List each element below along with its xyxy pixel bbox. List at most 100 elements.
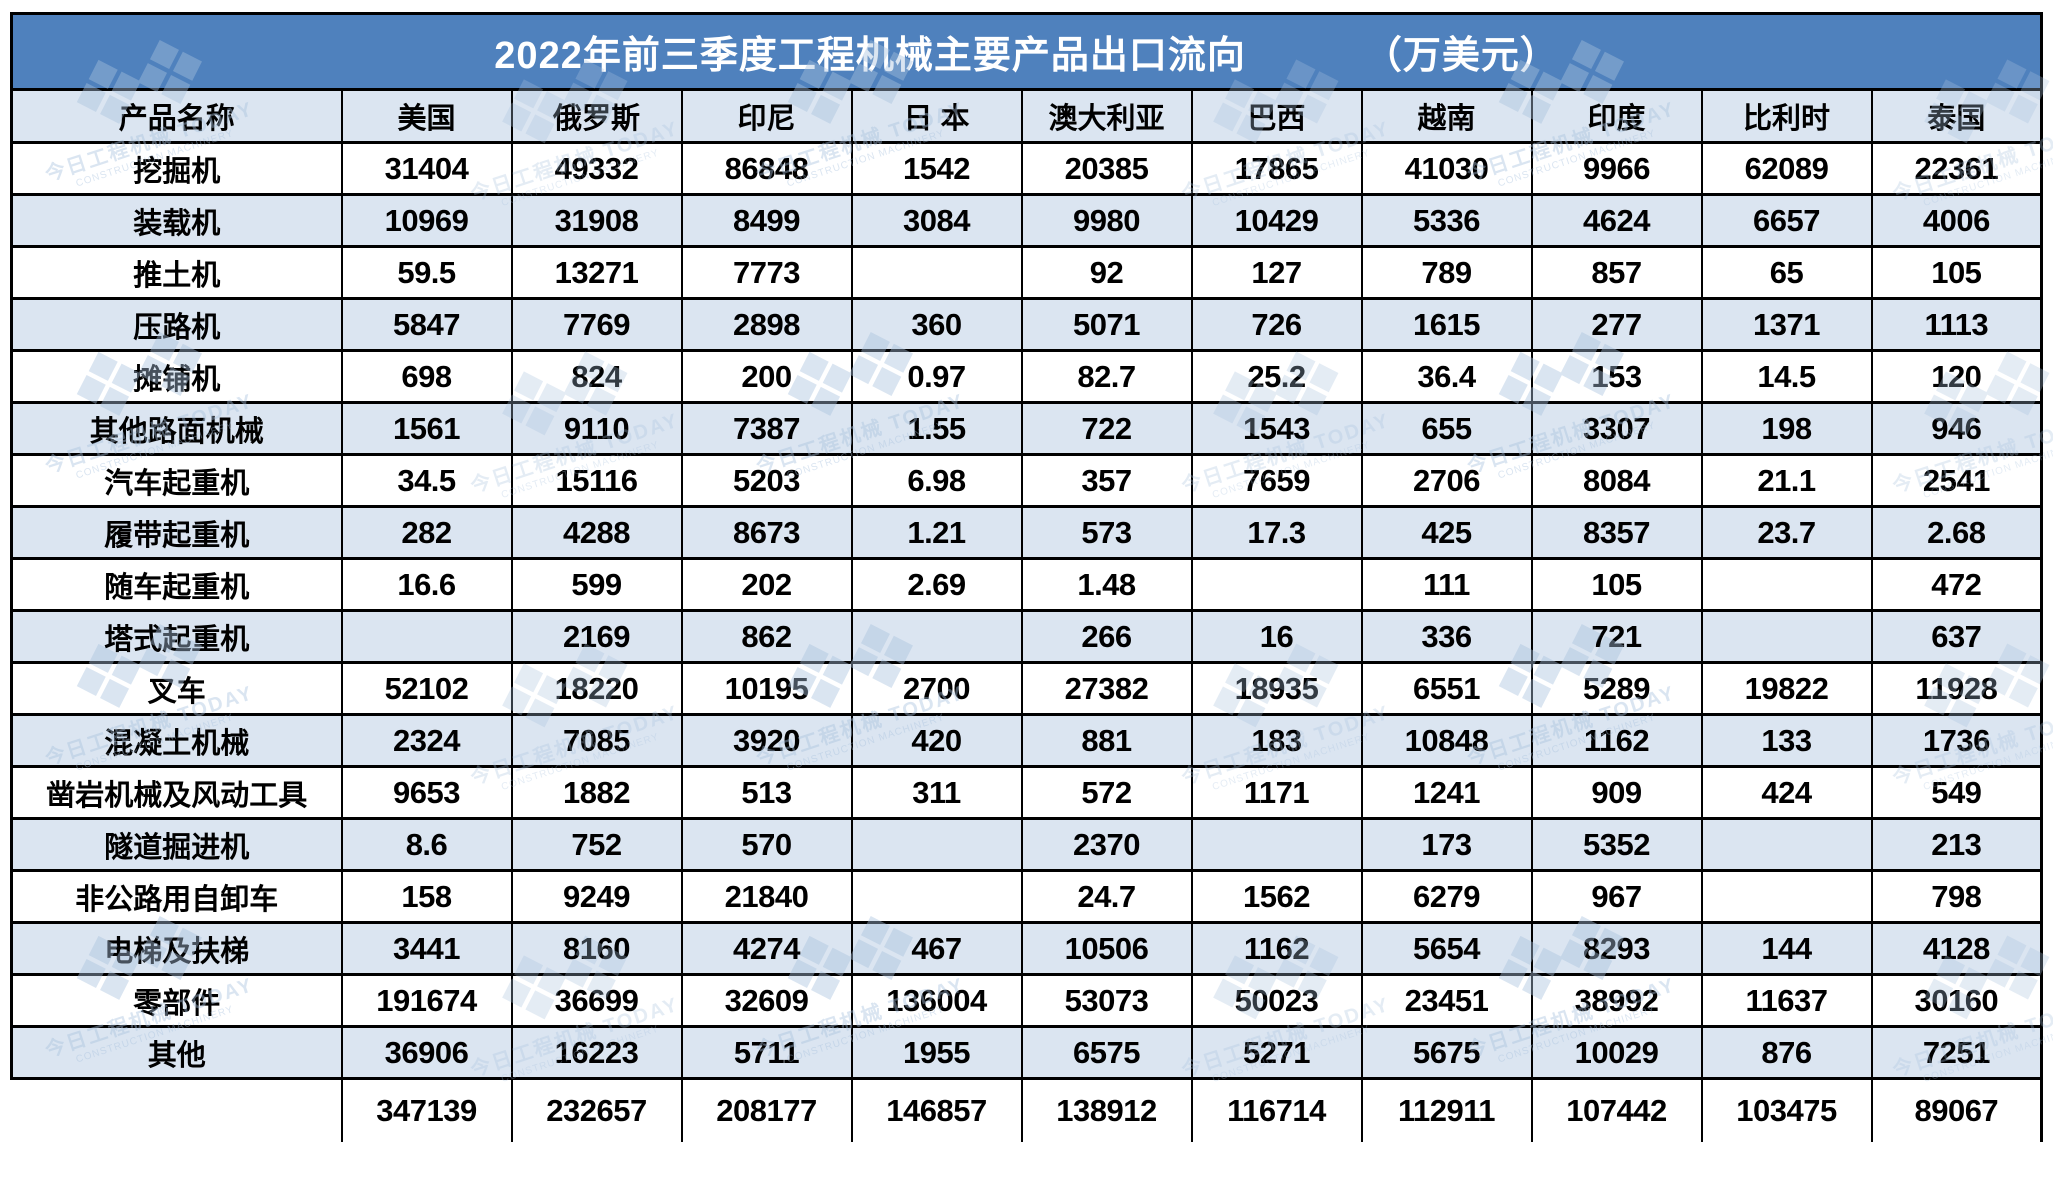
value-cell [1190, 817, 1362, 871]
value-cell: 232657 [510, 1077, 682, 1142]
value-cell: 1.48 [1020, 557, 1192, 611]
row-label: 非公路用自卸车 [10, 869, 342, 923]
value-cell: 16.6 [340, 557, 512, 611]
value-cell [850, 869, 1022, 923]
value-cell: 7773 [680, 245, 852, 299]
value-cell: 10506 [1020, 921, 1192, 975]
value-cell [1190, 557, 1362, 611]
value-cell: 3920 [680, 713, 852, 767]
value-cell: 5654 [1360, 921, 1532, 975]
row-label: 塔式起重机 [10, 609, 342, 663]
value-cell: 722 [1020, 401, 1192, 455]
value-cell: 103475 [1700, 1077, 1872, 1142]
value-cell [850, 817, 1022, 871]
value-cell: 862 [680, 609, 852, 663]
value-cell: 120 [1870, 349, 2044, 403]
value-cell: 200 [680, 349, 852, 403]
value-cell: 5675 [1360, 1025, 1532, 1079]
row-label: 凿岩机械及风动工具 [10, 765, 342, 819]
value-cell: 5847 [340, 297, 512, 351]
column-header: 俄罗斯 [510, 88, 682, 144]
value-cell: 1162 [1190, 921, 1362, 975]
value-cell: 8293 [1530, 921, 1702, 975]
table-row: 其他路面机械 1561 9110 7387 1.55 722 1543 655 3307 198 9… [10, 401, 2044, 455]
value-cell: 1.55 [850, 401, 1022, 455]
value-cell: 16223 [510, 1025, 682, 1079]
value-cell: 876 [1700, 1025, 1872, 1079]
value-cell: 41030 [1360, 141, 1532, 195]
value-cell [340, 609, 512, 663]
column-header: 越南 [1360, 88, 1532, 144]
value-cell: 107442 [1530, 1077, 1702, 1142]
value-cell: 424 [1700, 765, 1872, 819]
value-cell: 5711 [680, 1025, 852, 1079]
value-cell: 1241 [1360, 765, 1532, 819]
column-header-row: 产品名称 美国 俄罗斯 印尼日 本澳大利亚 巴西 越南 印度 比利时 泰国 [10, 88, 2044, 144]
value-cell: 7085 [510, 713, 682, 767]
value-cell: 570 [680, 817, 852, 871]
value-cell: 49332 [510, 141, 682, 195]
row-label [11, 1077, 342, 1142]
value-cell: 36699 [510, 973, 682, 1027]
value-cell: 183 [1190, 713, 1362, 767]
value-cell: 549 [1870, 765, 2044, 819]
value-cell: 62089 [1700, 141, 1872, 195]
value-cell: 17865 [1190, 141, 1362, 195]
column-header: 泰国 [1870, 88, 2044, 144]
value-cell: 4274 [680, 921, 852, 975]
value-cell: 1371 [1700, 297, 1872, 351]
value-cell: 8084 [1530, 453, 1702, 507]
value-cell: 721 [1530, 609, 1702, 663]
value-cell: 5203 [680, 453, 852, 507]
value-cell: 9966 [1530, 141, 1702, 195]
value-cell: 5336 [1360, 193, 1532, 247]
value-cell: 4128 [1870, 921, 2044, 975]
value-cell: 191674 [340, 973, 512, 1027]
value-cell: 2370 [1020, 817, 1192, 871]
value-cell: 9110 [510, 401, 682, 455]
value-cell: 4288 [510, 505, 682, 559]
value-cell: 1882 [510, 765, 682, 819]
value-cell: 53073 [1020, 973, 1192, 1027]
value-cell: 10429 [1190, 193, 1362, 247]
row-label: 其他路面机械 [10, 401, 342, 455]
value-cell: 127 [1190, 245, 1362, 299]
value-cell: 17.3 [1190, 505, 1362, 559]
row-label: 挖掘机 [10, 141, 342, 195]
value-cell [1700, 869, 1872, 923]
title-text: 2022年前三季度工程机械主要产品出口流向 [494, 35, 1246, 77]
value-cell: 655 [1360, 401, 1532, 455]
value-cell: 116714 [1190, 1077, 1362, 1142]
value-cell: 6551 [1360, 661, 1532, 715]
value-cell: 5071 [1020, 297, 1192, 351]
value-cell: 909 [1530, 765, 1702, 819]
row-label: 汽车起重机 [10, 453, 342, 507]
column-header: 日 本 [850, 88, 1022, 144]
column-header: 美国 [340, 88, 512, 144]
value-cell: 2898 [680, 297, 852, 351]
table-row: 压路机 5847 7769 2898 360 5071 726 1615 277 1371 1113 [10, 297, 2044, 351]
row-label: 电梯及扶梯 [10, 921, 342, 975]
value-cell: 420 [850, 713, 1022, 767]
value-cell: 467 [850, 921, 1022, 975]
value-cell: 472 [1870, 557, 2044, 611]
table-row: 叉车 52102 18220 10195 2700 27382 18935 6551 5289 1… [10, 661, 2044, 715]
value-cell [1700, 557, 1872, 611]
value-cell: 7659 [1190, 453, 1362, 507]
value-cell: 4624 [1530, 193, 1702, 247]
value-cell: 5271 [1190, 1025, 1362, 1079]
value-cell: 5352 [1530, 817, 1702, 871]
value-cell: 2324 [340, 713, 512, 767]
table-row: 挖掘机 31404 49332 86848 1542 20385 17865 41030 996… [10, 141, 2044, 195]
value-cell [1700, 609, 1872, 663]
value-cell: 59.5 [340, 245, 512, 299]
value-cell: 9980 [1020, 193, 1192, 247]
value-cell: 18220 [510, 661, 682, 715]
value-cell: 36.4 [1360, 349, 1532, 403]
value-cell: 1113 [1870, 297, 2044, 351]
column-header: 澳大利亚 [1020, 88, 1192, 144]
value-cell: 0.97 [850, 349, 1022, 403]
table-row: 摊铺机 698 824 200 0.97 82.7 25.2 36.4 153 14.5 120 [10, 349, 2044, 403]
value-cell: 208177 [680, 1077, 852, 1142]
column-header: 产品名称 [10, 88, 342, 144]
